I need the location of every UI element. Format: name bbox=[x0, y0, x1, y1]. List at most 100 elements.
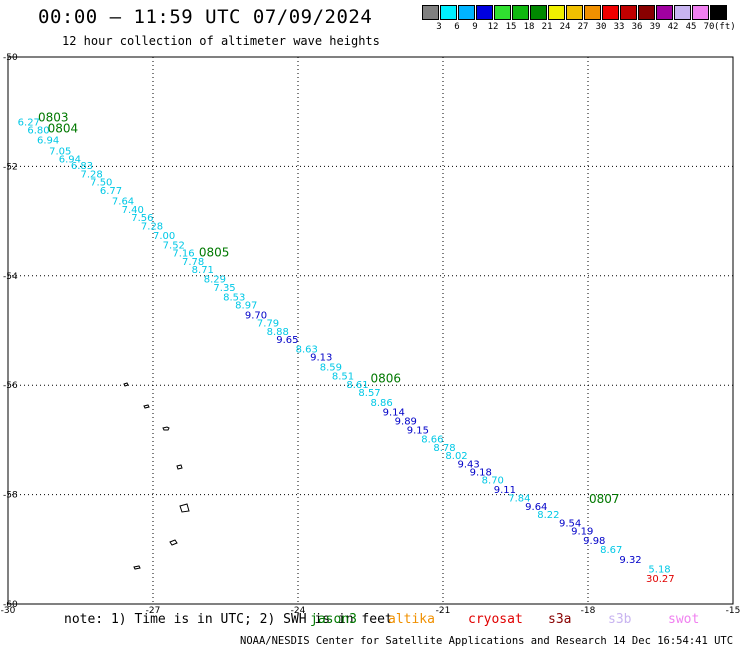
scale-label: 9 bbox=[472, 22, 478, 32]
wave-height-label: 8.67 bbox=[600, 545, 622, 556]
island-outline bbox=[162, 426, 170, 431]
lon-tick-label: -21 bbox=[436, 606, 451, 616]
wave-height-label: 8.57 bbox=[358, 388, 380, 399]
scale-label: 42 bbox=[667, 22, 679, 32]
scale-swatch bbox=[422, 5, 439, 20]
scale-swatch bbox=[674, 5, 691, 20]
wave-height-label: 9.32 bbox=[619, 555, 641, 566]
wave-height-label: 9.15 bbox=[407, 425, 429, 436]
wave-height-label: 9.54 bbox=[559, 518, 581, 529]
satellite-legend-cryosat: cryosat bbox=[468, 612, 523, 627]
wave-height-label: 7.28 bbox=[81, 169, 103, 180]
lat-tick-label: -58 bbox=[3, 491, 18, 501]
scale-swatch bbox=[620, 5, 637, 20]
lon-tick-label: -15 bbox=[726, 606, 740, 616]
wave-height-label: 9.43 bbox=[458, 459, 480, 470]
scale-swatch bbox=[656, 5, 673, 20]
wave-height-label: 8.86 bbox=[371, 398, 393, 409]
time-label: 0805 bbox=[199, 246, 230, 260]
wave-height-label: 7.78 bbox=[182, 257, 204, 268]
wave-height-label: 8.71 bbox=[192, 265, 214, 276]
scale-label: 18 bbox=[523, 22, 535, 32]
wave-height-label: 8.51 bbox=[332, 372, 354, 383]
wave-height-label: 6.83 bbox=[71, 161, 93, 172]
scale-label: 27 bbox=[577, 22, 589, 32]
wave-height-label: 7.35 bbox=[213, 283, 235, 294]
page-title: 00:00 – 11:59 UTC 07/09/2024 bbox=[38, 6, 373, 28]
page-subtitle: 12 hour collection of altimeter wave hei… bbox=[62, 34, 380, 48]
scale-label: 70 bbox=[703, 22, 715, 32]
wave-height-label: 8.29 bbox=[204, 274, 226, 285]
wave-height-label: 8.70 bbox=[482, 476, 504, 487]
satellite-legend-s3b: s3b bbox=[608, 612, 632, 627]
wave-height-label: 7.05 bbox=[49, 146, 71, 157]
scale-swatch bbox=[638, 5, 655, 20]
scale-label: 36 bbox=[631, 22, 643, 32]
wave-height-label: 8.97 bbox=[235, 301, 257, 312]
scale-unit: (ft) bbox=[714, 22, 736, 32]
scale-label: 30 bbox=[595, 22, 607, 32]
satellite-legend-jason3: jason3 bbox=[310, 612, 357, 627]
lon-tick-label: -18 bbox=[581, 606, 596, 616]
island-outline bbox=[176, 464, 183, 470]
island-outline bbox=[169, 539, 178, 546]
lat-tick-label: -60 bbox=[3, 600, 18, 610]
wave-height-label: 9.13 bbox=[310, 353, 332, 364]
wave-height-label: 9.14 bbox=[383, 407, 405, 418]
scale-swatch bbox=[692, 5, 709, 20]
wave-height-label: 5.18 bbox=[648, 564, 670, 575]
wave-height-label: 9.65 bbox=[276, 335, 298, 346]
wave-height-label: 9.98 bbox=[583, 536, 605, 547]
lat-tick-label: -52 bbox=[3, 162, 18, 172]
wave-height-label: 9.89 bbox=[395, 417, 417, 428]
wave-height-label: 6.94 bbox=[59, 155, 81, 166]
lon-tick-label: -27 bbox=[146, 606, 161, 616]
wave-height-label: 8.63 bbox=[296, 344, 318, 355]
wave-height-label: 8.88 bbox=[267, 327, 289, 338]
island-outline bbox=[123, 382, 129, 387]
time-label: 0804 bbox=[48, 121, 79, 135]
wave-height-label: 7.28 bbox=[141, 221, 163, 232]
wave-height-label: 9.19 bbox=[571, 527, 593, 538]
wave-height-label: 7.64 bbox=[112, 197, 134, 208]
scale-label: 3 bbox=[436, 22, 442, 32]
scale-swatch bbox=[710, 5, 727, 20]
scale-label: 6 bbox=[454, 22, 460, 32]
wave-height-label: 7.40 bbox=[122, 205, 144, 216]
lat-tick-label: -54 bbox=[3, 272, 18, 282]
lat-tick-label: -50 bbox=[3, 53, 18, 63]
scale-swatch bbox=[566, 5, 583, 20]
satellite-legend-swot: swot bbox=[668, 612, 700, 627]
wave-height-label: 6.94 bbox=[37, 135, 59, 146]
time-label: 0806 bbox=[371, 371, 402, 385]
wave-height-label: 7.84 bbox=[508, 494, 530, 505]
scale-swatch bbox=[584, 5, 601, 20]
scale-swatch bbox=[512, 5, 529, 20]
wave-height-label: 7.00 bbox=[153, 231, 175, 242]
wave-height-label: 8.78 bbox=[433, 443, 455, 454]
map-frame bbox=[7, 56, 734, 605]
scale-swatch bbox=[602, 5, 619, 20]
lon-tick-label: -24 bbox=[291, 606, 306, 616]
island-outline bbox=[133, 565, 141, 570]
wave-height-label: 8.66 bbox=[421, 435, 443, 446]
wave-height-label: 9.11 bbox=[494, 485, 516, 496]
wave-height-label: 7.79 bbox=[257, 319, 279, 330]
scale-label: 24 bbox=[559, 22, 571, 32]
wave-height-label: 7.52 bbox=[163, 240, 185, 251]
wave-height-label: 9.18 bbox=[470, 467, 492, 478]
scale-swatch bbox=[494, 5, 511, 20]
footer-note: note: 1) Time is in UTC; 2) SWH is in fe… bbox=[64, 612, 393, 627]
satellite-legend-altika: altika bbox=[388, 612, 435, 627]
time-label: 0807 bbox=[589, 492, 620, 506]
scale-swatch bbox=[476, 5, 493, 20]
satellite-legend-s3a: s3a bbox=[548, 612, 572, 627]
lon-tick-label: -30 bbox=[1, 606, 16, 616]
scale-label: 12 bbox=[487, 22, 499, 32]
credit-line: NOAA/NESDIS Center for Satellite Applica… bbox=[240, 635, 740, 647]
wave-height-label: 7.50 bbox=[90, 178, 112, 189]
scale-swatch bbox=[440, 5, 457, 20]
wave-height-label: 8.02 bbox=[445, 451, 467, 462]
wave-height-label: 7.16 bbox=[172, 249, 194, 260]
scale-label: 15 bbox=[505, 22, 517, 32]
